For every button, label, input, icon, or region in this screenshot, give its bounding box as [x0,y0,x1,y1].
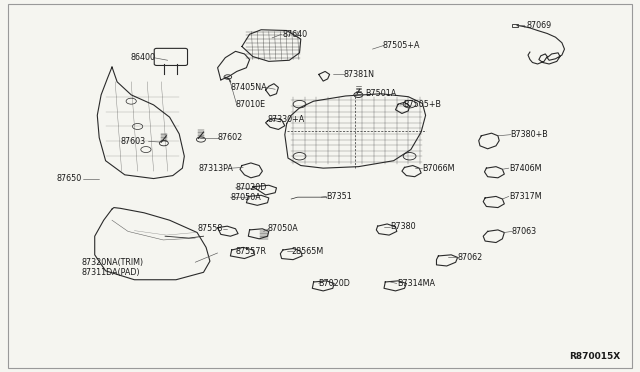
Text: 87603: 87603 [121,137,146,146]
Text: 87020D: 87020D [236,183,267,192]
Text: 87063: 87063 [512,227,537,236]
Text: 87330+A: 87330+A [268,115,305,124]
Text: B7406M: B7406M [509,164,541,173]
Text: 87311DA(PAD): 87311DA(PAD) [82,268,141,277]
Text: 87062: 87062 [458,253,483,262]
Text: 28565M: 28565M [292,247,324,256]
Text: 87505+A: 87505+A [383,41,420,50]
Bar [512,24,518,27]
Text: 87010E: 87010E [236,100,266,109]
Text: B7380+B: B7380+B [511,130,548,139]
Text: B7380: B7380 [390,222,416,231]
Text: 87558: 87558 [197,224,223,233]
Text: B7020D: B7020D [319,279,351,288]
Text: 86400: 86400 [131,53,156,62]
Text: 87557R: 87557R [236,247,266,256]
Text: B7314MA: B7314MA [397,279,435,288]
Text: B7317M: B7317M [509,192,541,201]
Text: 87602: 87602 [218,133,243,142]
Text: 87640: 87640 [282,30,307,39]
Text: 87381N: 87381N [344,70,374,79]
Text: B7351: B7351 [326,192,352,201]
Text: 87320NA(TRIM): 87320NA(TRIM) [82,258,144,267]
Text: B7066M: B7066M [422,164,455,173]
Text: 87050A: 87050A [230,193,261,202]
Text: B7501A: B7501A [365,89,396,98]
Text: 87050A: 87050A [268,224,298,233]
Text: R870015X: R870015X [570,352,621,361]
Text: 87313PA: 87313PA [199,164,234,173]
Text: 87069: 87069 [526,21,551,30]
Text: 87650: 87650 [57,174,82,183]
Text: B7505+B: B7505+B [403,100,441,109]
Text: 87405NA: 87405NA [231,83,268,92]
